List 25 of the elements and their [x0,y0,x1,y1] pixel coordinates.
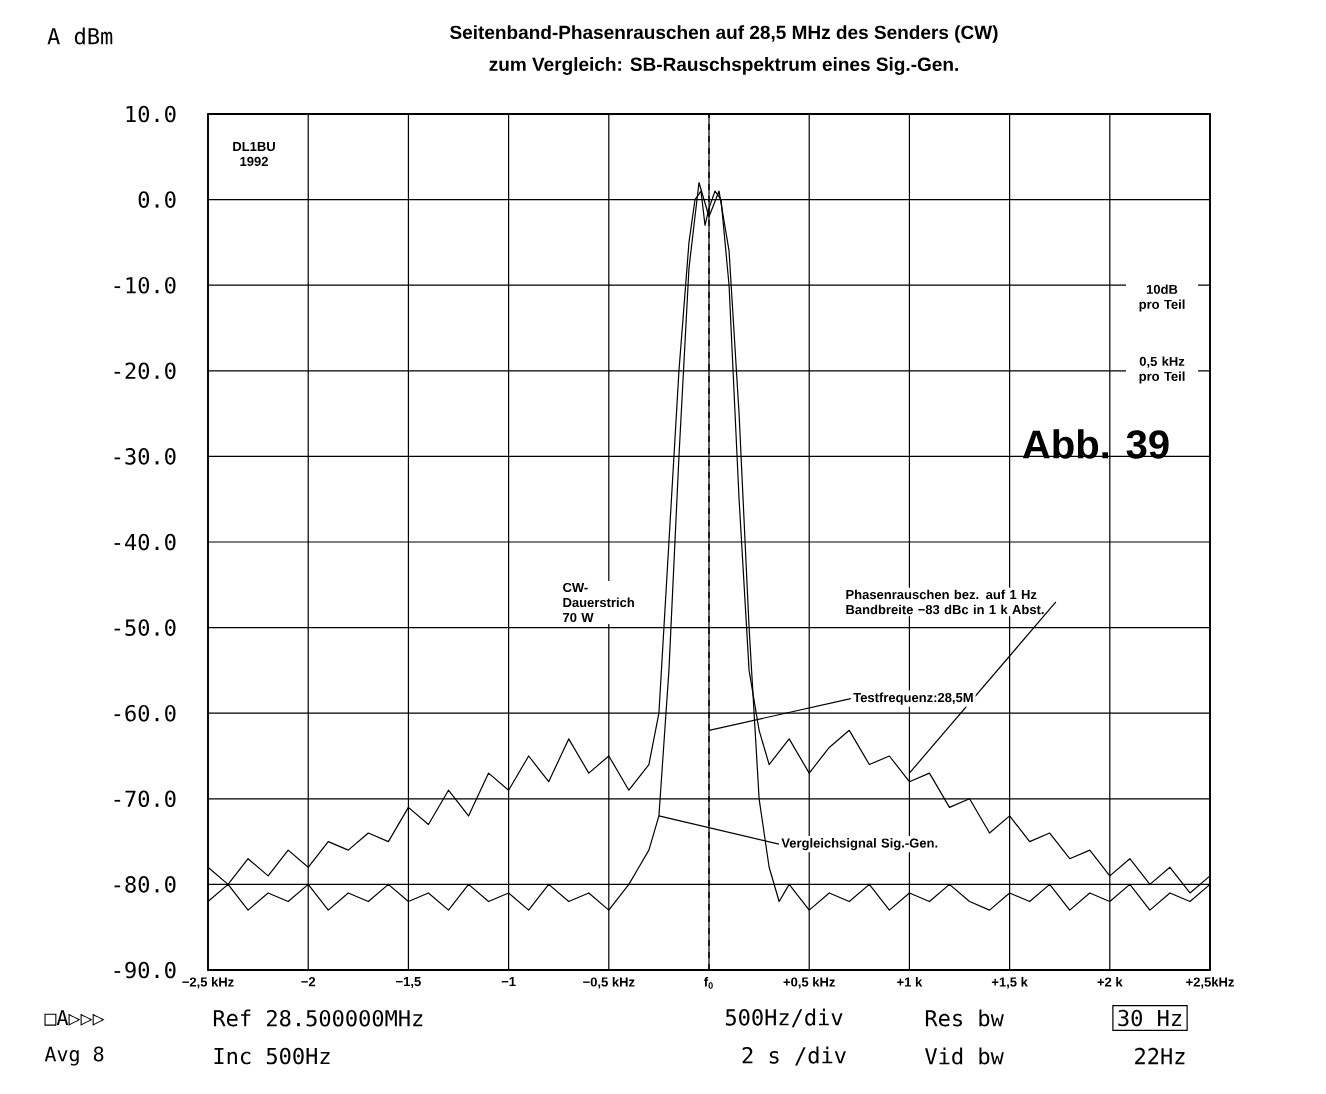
y-tick-label: -90.0 [114,961,176,979]
text: 2 s /div [742,1046,846,1066]
y-tick-label: 10.0 [126,105,176,123]
text: □A▷▷▷ [44,1010,105,1026]
y-tick-label: -30.0 [114,448,176,465]
text: 500Hz/div [725,1008,843,1028]
text: Vid bw [925,1047,1004,1065]
text: Res bw [925,1009,1004,1027]
annotation: Abb. 39 [1022,429,1169,459]
y-tick-label: 0.0 [138,191,176,208]
text: Ref 28.500000MHz [213,1009,423,1027]
y-axis-title: A dBm [47,27,113,45]
y-tick-label: -70.0 [114,790,176,808]
y-tick-label: -50.0 [114,619,176,636]
chart-title: Seitenband-Phasenrauschen auf 28,5 MHz des Senders (CW) [450,25,998,43]
y-tick-label: -80.0 [114,876,176,893]
chart-subtitle: zum Vergleich: SB-Rauschspektrum eines Sig.-Gen. [489,57,958,75]
text: Inc 500Hz [214,1047,330,1065]
text: Avg 8 [44,1046,104,1066]
y-tick-label: -10.0 [114,276,176,294]
y-tick-label: -40.0 [114,533,176,551]
y-tick-label: -60.0 [114,704,176,722]
y-tick-label: -20.0 [114,362,176,380]
text: 30 Hz [1118,1009,1182,1027]
text: 22Hz [1135,1047,1185,1065]
